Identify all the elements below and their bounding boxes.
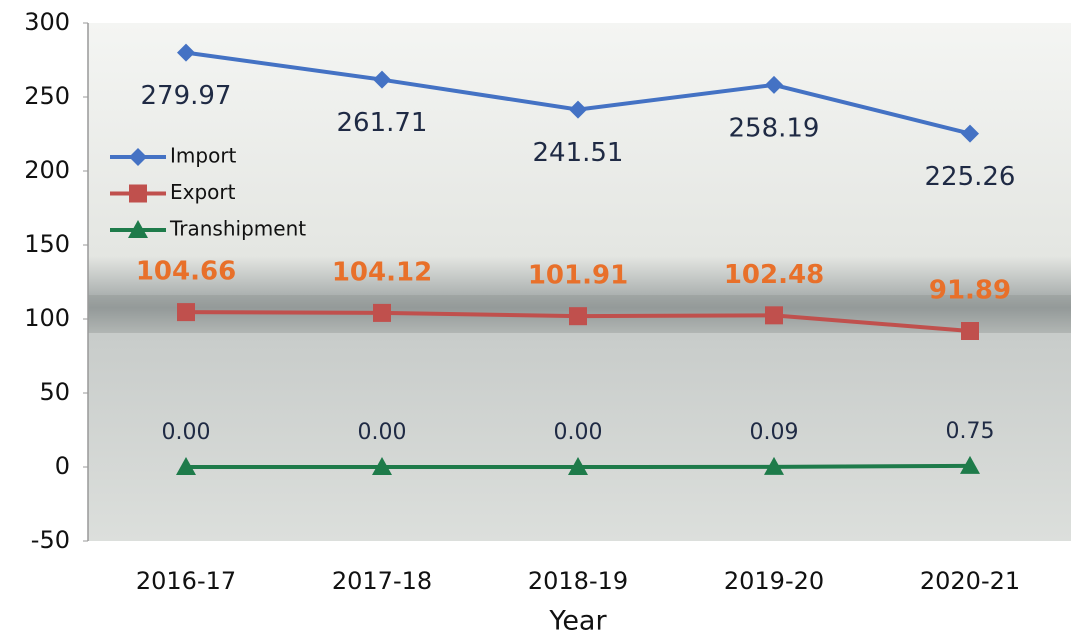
- y-tick-label: 0: [55, 452, 70, 480]
- legend-label: Export: [170, 180, 236, 204]
- data-label: 0.00: [162, 420, 211, 445]
- data-point: [764, 456, 784, 475]
- data-label: 0.00: [554, 420, 603, 445]
- y-tick-label: 150: [24, 230, 70, 258]
- data-point: [569, 307, 587, 326]
- data-point: [373, 303, 391, 322]
- x-tick-label: 2018-19: [528, 567, 628, 595]
- x-tick-label: 2019-20: [724, 567, 824, 595]
- data-point: [961, 322, 979, 341]
- data-point: [177, 303, 195, 322]
- data-label: 91.89: [929, 276, 1011, 306]
- legend-label: Transhipment: [169, 217, 306, 241]
- data-label: 241.51: [533, 138, 624, 168]
- data-label: 0.09: [750, 420, 799, 445]
- y-tick-label: 50: [39, 378, 70, 406]
- data-point: [765, 75, 783, 94]
- data-point: [568, 457, 588, 475]
- data-label: 0.75: [946, 419, 995, 444]
- data-point: [177, 43, 195, 62]
- data-label: 279.97: [141, 81, 232, 111]
- data-label: 104.66: [136, 257, 236, 287]
- data-point: [373, 70, 391, 89]
- data-label: 258.19: [729, 113, 820, 143]
- data-label: 261.71: [337, 108, 428, 138]
- data-label: 104.12: [332, 257, 432, 287]
- y-tick-label: 300: [24, 8, 70, 36]
- data-point: [372, 457, 392, 475]
- x-tick-label: 2016-17: [136, 567, 236, 595]
- legend-marker: [129, 184, 147, 203]
- data-label: 0.00: [358, 420, 407, 445]
- y-tick-label: -50: [31, 526, 70, 554]
- data-point: [961, 124, 979, 143]
- legend-label: Import: [170, 144, 237, 168]
- data-point: [569, 100, 587, 119]
- data-label: 102.48: [724, 260, 824, 290]
- x-axis-title: Year: [548, 606, 607, 637]
- data-point: [960, 455, 980, 474]
- legend-marker: [128, 220, 148, 238]
- legend-marker: [129, 148, 147, 166]
- y-tick-label: 250: [24, 82, 70, 110]
- x-tick-label: 2017-18: [332, 567, 432, 595]
- data-label: 101.91: [528, 261, 628, 291]
- data-label: 225.26: [925, 162, 1016, 192]
- y-tick-label: 100: [24, 304, 70, 332]
- data-point: [765, 306, 783, 325]
- x-tick-label: 2020-21: [920, 567, 1020, 595]
- data-point: [176, 457, 196, 475]
- y-tick-label: 200: [24, 156, 70, 184]
